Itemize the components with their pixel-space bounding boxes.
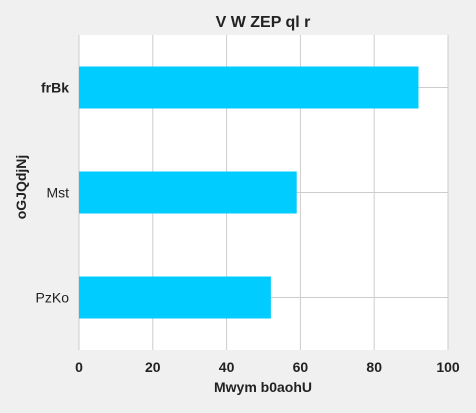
- x-tick-label: 40: [219, 359, 235, 375]
- y-axis-title: oGJQdjNj: [13, 155, 29, 220]
- chart-title: V W ZEP ql r: [216, 14, 311, 31]
- x-axis-title: Mwym b0aohU: [214, 379, 312, 395]
- x-axis-ticks: 0 20 40 60 80 100: [75, 359, 460, 375]
- x-tick-label: 60: [293, 359, 309, 375]
- y-tick-label: PzKo: [36, 290, 70, 306]
- x-tick-label: 100: [436, 359, 460, 375]
- bar: [79, 171, 297, 214]
- bar: [79, 66, 419, 109]
- y-tick-label: frBk: [41, 80, 69, 96]
- bar: [79, 276, 271, 319]
- x-tick-label: 80: [366, 359, 382, 375]
- y-axis-ticks: frBk Mst PzKo: [36, 80, 70, 306]
- x-tick-label: 20: [145, 359, 161, 375]
- y-tick-label: Mst: [46, 185, 69, 201]
- bars: [79, 66, 419, 319]
- x-tick-label: 0: [75, 359, 83, 375]
